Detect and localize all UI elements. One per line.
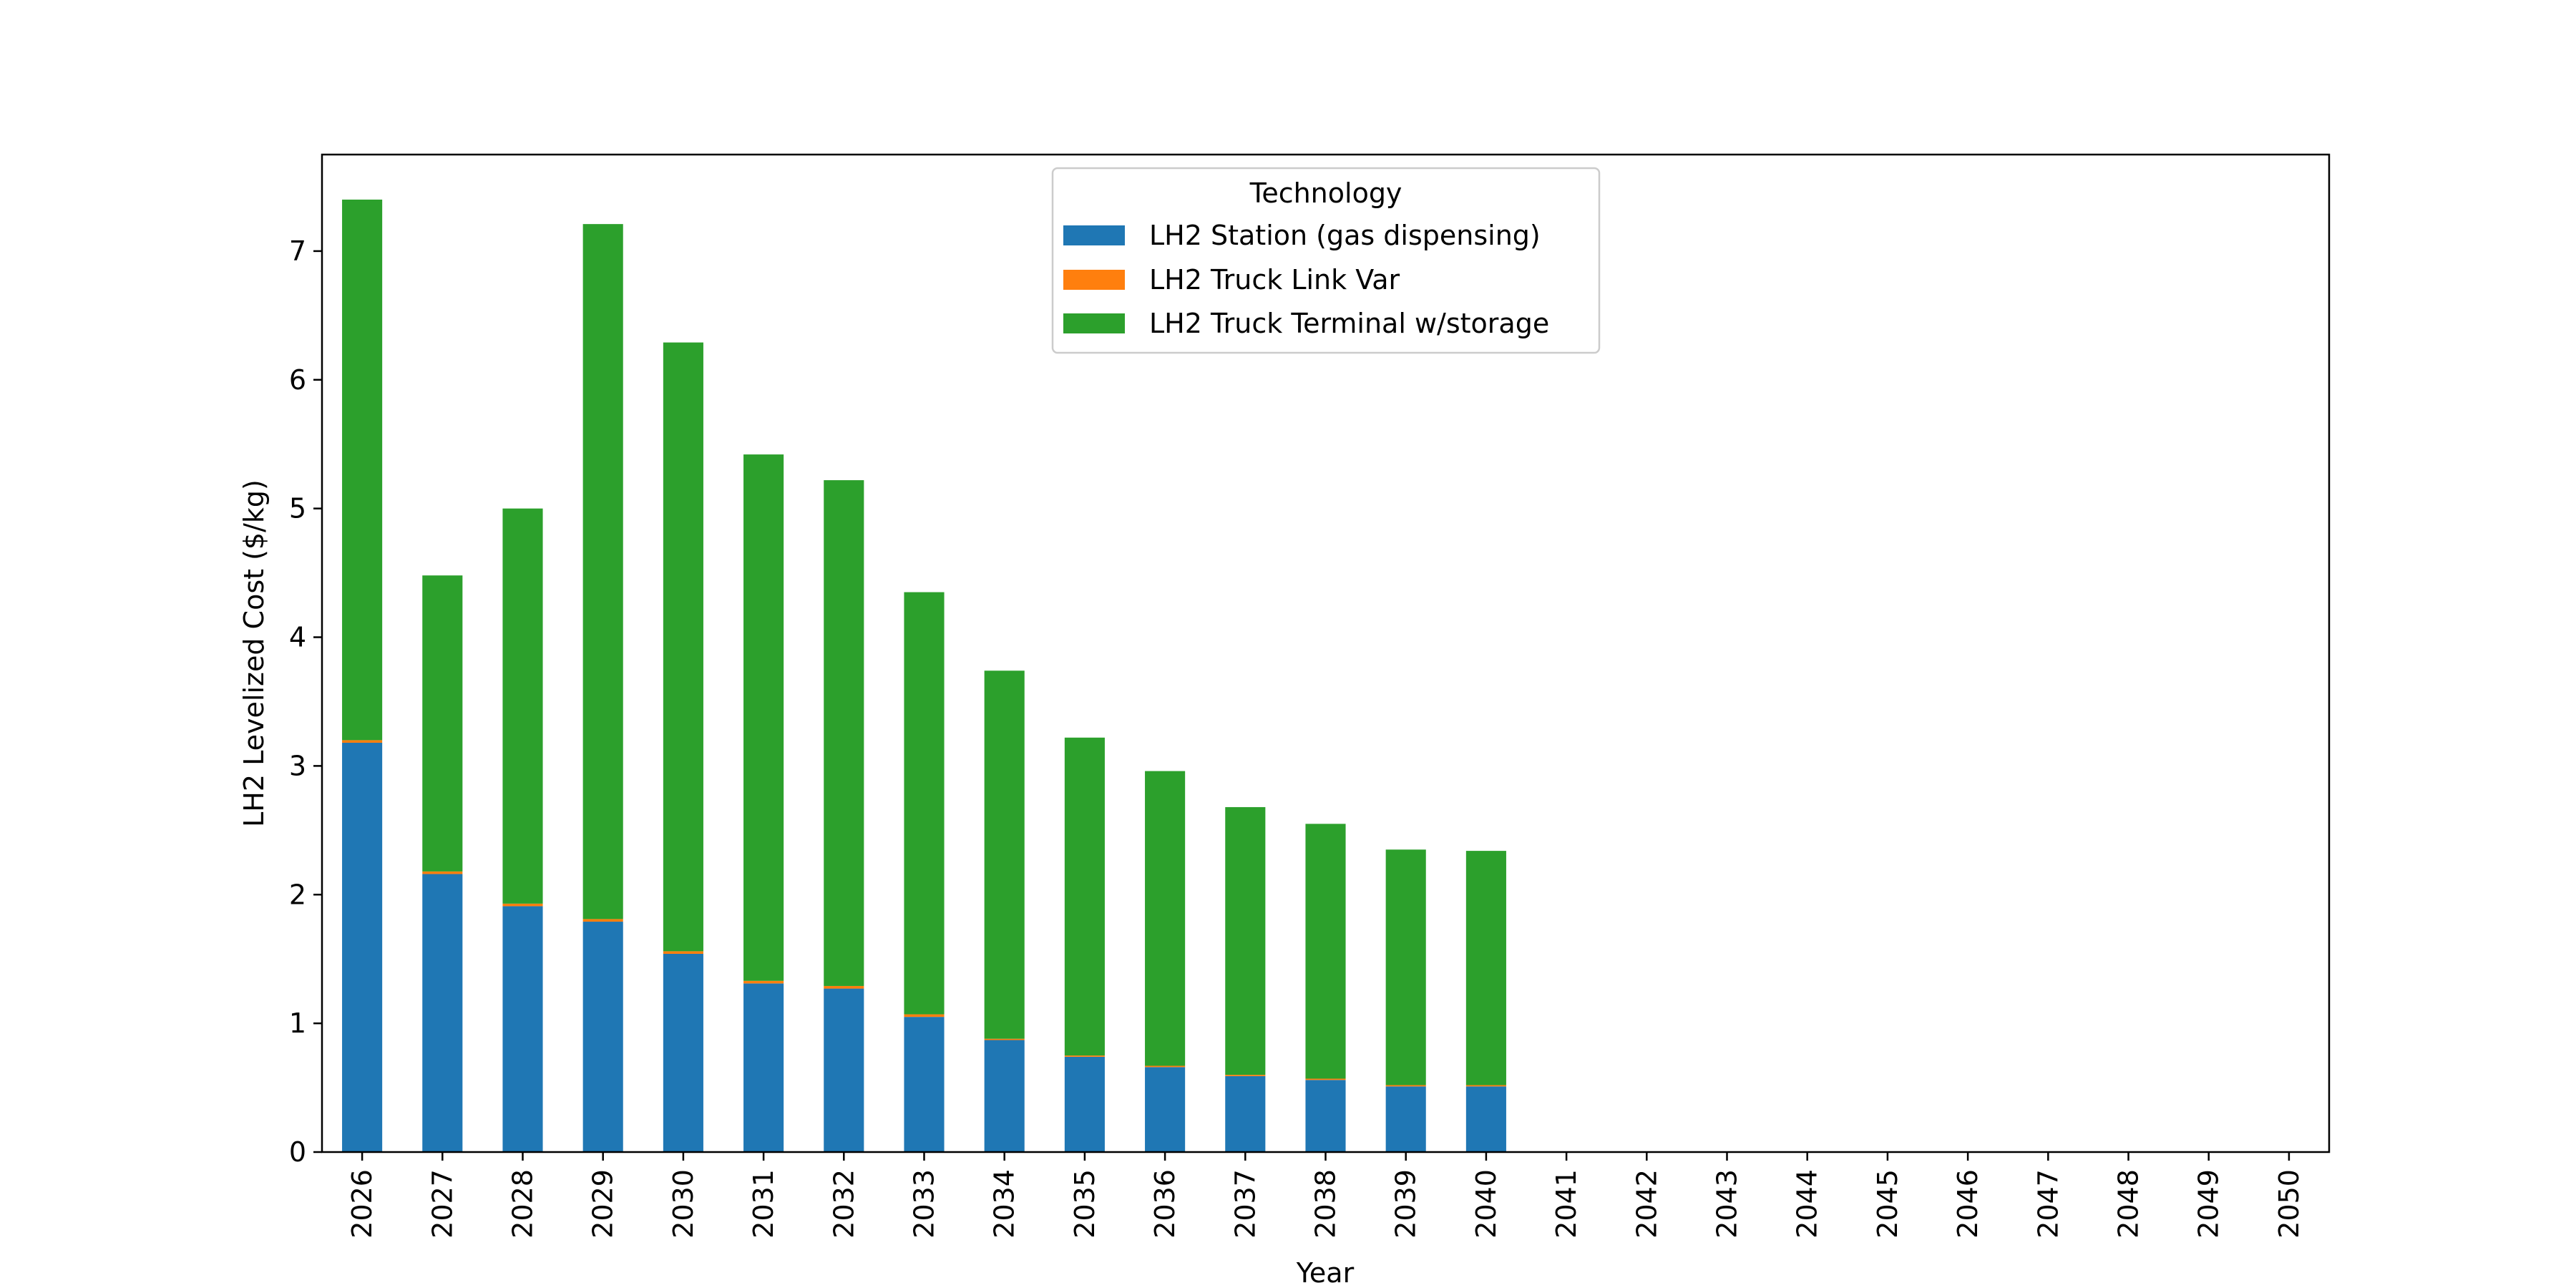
x-tick-label-2029: 2029 [587, 1169, 619, 1239]
bar-2026-series-0 [342, 743, 383, 1152]
x-tick-label-2045: 2045 [1872, 1169, 1903, 1239]
y-tick-label: 2 [289, 879, 306, 910]
legend-label-2: LH2 Truck Terminal w/storage [1149, 308, 1549, 339]
legend-swatch-1 [1063, 270, 1125, 290]
x-tick-label-2047: 2047 [2032, 1169, 2064, 1239]
bar-2032-series-1 [824, 985, 864, 989]
x-tick-label-2040: 2040 [1470, 1169, 1502, 1239]
legend-box [1051, 167, 1601, 354]
bar-2039-series-1 [1385, 1085, 1426, 1087]
y-tick-label: 1 [289, 1008, 306, 1039]
x-tick-label-2026: 2026 [346, 1169, 378, 1239]
x-tick-label-2038: 2038 [1310, 1169, 1342, 1239]
x-tick-label-2042: 2042 [1631, 1169, 1662, 1239]
legend-swatch-0 [1063, 225, 1125, 245]
bar-2040-series-1 [1465, 1085, 1506, 1087]
x-tick-label-2035: 2035 [1069, 1169, 1101, 1239]
y-tick-label: 3 [289, 750, 306, 781]
y-axis-title: LH2 Levelized Cost ($/kg) [238, 479, 270, 827]
bar-2037-series-1 [1225, 1075, 1266, 1076]
bar-2034-series-0 [984, 1040, 1025, 1152]
y-axis: 0 1 2 3 4 5 6 7 [289, 235, 322, 1168]
bar-2029-series-2 [582, 224, 623, 919]
bar-2030-series-1 [663, 951, 703, 954]
bar-2034-series-2 [984, 670, 1025, 1039]
x-tick-label-2039: 2039 [1390, 1169, 1422, 1239]
bar-2033-series-2 [904, 592, 945, 1015]
x-tick-label-2048: 2048 [2113, 1169, 2145, 1239]
legend-title: Technology [1249, 177, 1402, 209]
bar-2028-series-0 [502, 906, 543, 1152]
bar-2029-series-1 [582, 919, 623, 922]
bar-2030-series-0 [663, 954, 703, 1152]
bar-2035-series-0 [1064, 1056, 1105, 1152]
bar-2040-series-2 [1465, 851, 1506, 1085]
y-tick-label: 7 [289, 235, 306, 267]
bar-2037-series-2 [1225, 806, 1266, 1075]
x-axis: 2026 2027 2028 2029 2030 2031 2032 2033 2034 2035… [346, 1152, 2305, 1239]
bar-2031-series-0 [743, 983, 784, 1152]
y-tick-label: 6 [289, 364, 306, 396]
bar-2033-series-1 [904, 1014, 945, 1018]
bar-2039-series-0 [1385, 1086, 1426, 1152]
bar-2038-series-1 [1305, 1078, 1346, 1080]
bar-2028-series-1 [502, 903, 543, 907]
legend-label-1: LH2 Truck Link Var [1149, 264, 1400, 296]
bar-2034-series-1 [984, 1038, 1025, 1040]
bar-2037-series-0 [1225, 1075, 1266, 1152]
x-tick-label-2044: 2044 [1792, 1169, 1823, 1239]
x-tick-label-2043: 2043 [1712, 1169, 1743, 1239]
x-tick-label-2034: 2034 [989, 1169, 1020, 1239]
x-tick-label-2041: 2041 [1551, 1169, 1582, 1239]
bar-2035-series-1 [1064, 1055, 1105, 1057]
x-tick-label-2031: 2031 [748, 1169, 779, 1239]
x-axis-title: Year [1296, 1257, 1355, 1288]
legend-label-0: LH2 Station (gas dispensing) [1149, 220, 1541, 251]
x-tick-label-2028: 2028 [507, 1169, 539, 1239]
bar-2028-series-2 [502, 508, 543, 904]
x-tick-label-2032: 2032 [828, 1169, 859, 1239]
x-tick-label-2033: 2033 [909, 1169, 940, 1239]
bar-2030-series-2 [663, 342, 703, 952]
legend: Technology LH2 Station (gas dispensing)L… [1051, 167, 1601, 354]
legend-items: LH2 Station (gas dispensing) LH2 Truck Li… [1063, 220, 1549, 339]
bar-2036-series-1 [1145, 1065, 1186, 1068]
bar-2026-series-2 [342, 199, 383, 741]
y-tick-label: 4 [289, 622, 306, 653]
bar-2033-series-0 [904, 1017, 945, 1152]
x-tick-label-2050: 2050 [2273, 1169, 2305, 1239]
legend-swatch-2 [1063, 313, 1125, 333]
y-tick-label: 0 [289, 1136, 306, 1168]
bar-2036-series-2 [1145, 771, 1186, 1066]
x-tick-label-2036: 2036 [1149, 1169, 1181, 1239]
x-tick-label-2027: 2027 [426, 1169, 458, 1239]
bar-2031-series-2 [743, 454, 784, 981]
x-tick-label-2030: 2030 [668, 1169, 699, 1239]
bar-2026-series-1 [342, 740, 383, 743]
x-tick-label-2049: 2049 [2193, 1169, 2225, 1239]
bar-2027-series-2 [422, 575, 463, 872]
x-tick-label-2046: 2046 [1952, 1169, 1984, 1239]
bar-2038-series-2 [1305, 824, 1346, 1079]
bars-layer [342, 199, 1506, 1152]
bar-2035-series-2 [1064, 737, 1105, 1056]
bar-2029-series-0 [582, 922, 623, 1152]
x-tick-label-2037: 2037 [1229, 1169, 1261, 1239]
bar-2040-series-0 [1465, 1086, 1506, 1152]
bar-2027-series-0 [422, 874, 463, 1152]
bar-2038-series-0 [1305, 1080, 1346, 1152]
y-tick-label: 5 [289, 493, 306, 525]
bar-2036-series-0 [1145, 1067, 1186, 1152]
bar-2032-series-0 [824, 988, 864, 1152]
bar-2027-series-1 [422, 871, 463, 874]
bar-2031-series-1 [743, 980, 784, 984]
bar-2039-series-2 [1385, 849, 1426, 1085]
bar-2032-series-2 [824, 480, 864, 986]
